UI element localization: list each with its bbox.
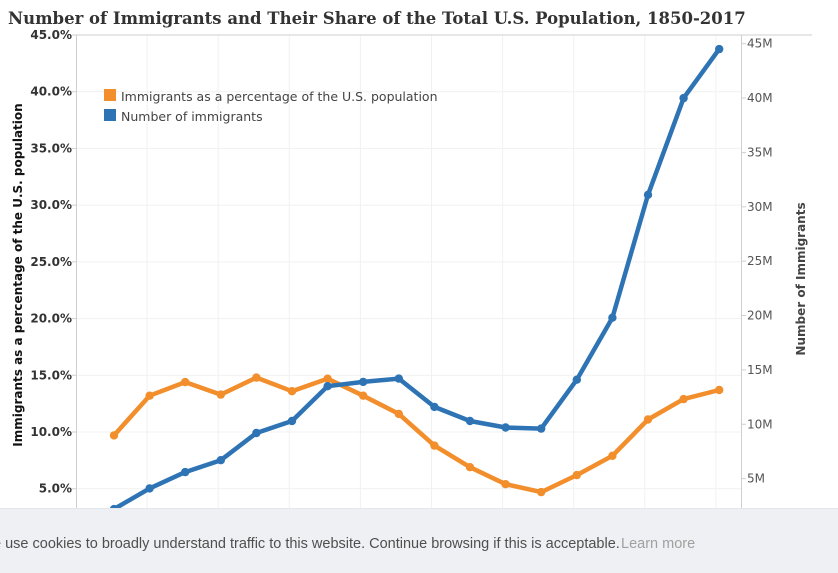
right-tick-label: 45M [747, 37, 773, 51]
learn-more-link[interactable]: Learn more [621, 536, 696, 552]
left-axis-title: Immigrants as a percentage of the U.S. p… [11, 103, 25, 446]
data-point-number[interactable] [572, 375, 581, 384]
legend-label-number[interactable]: Number of immigrants [121, 109, 263, 124]
data-point-number[interactable] [643, 190, 653, 199]
data-point-number[interactable] [252, 428, 261, 438]
legend-swatch-number[interactable] [104, 109, 116, 121]
data-point-number[interactable] [359, 377, 368, 387]
left-tick-label: 30.0% [30, 198, 72, 212]
series-percentage [109, 373, 724, 497]
cookie-banner: e use cookies to broadly understand traf… [0, 508, 838, 573]
cookie-message: e use cookies to broadly understand traf… [0, 536, 620, 552]
left-tick-label: 20.0% [30, 312, 72, 326]
data-point-number[interactable] [537, 424, 546, 433]
left-tick-label: 10.0% [30, 425, 72, 439]
right-axis-ticks: 5M 10M 15M 20M 25M 30M 35M 40M 45M [741, 37, 773, 486]
right-tick-label: 10M [747, 417, 773, 431]
right-axis-title: Number of Immigrants [794, 202, 808, 355]
right-tick-label: 40M [747, 91, 773, 105]
series-number [109, 44, 724, 514]
data-point-percentage[interactable] [359, 391, 368, 400]
right-tick-label: 5M [747, 472, 765, 486]
data-point-number[interactable] [679, 93, 688, 103]
data-point-percentage[interactable] [465, 463, 475, 472]
legend-label-percentage[interactable]: Immigrants as a percentage of the U.S. p… [121, 89, 438, 104]
data-point-percentage[interactable] [181, 377, 190, 387]
data-point-percentage[interactable] [430, 441, 439, 450]
right-tick-label: 25M [747, 254, 773, 268]
left-tick-label: 5.0% [39, 482, 72, 496]
data-point-percentage[interactable] [572, 470, 581, 480]
data-point-number[interactable] [394, 374, 403, 383]
grid-layer [76, 34, 741, 508]
data-point-number[interactable] [465, 416, 475, 426]
series-line-percentage [111, 375, 722, 495]
data-point-number[interactable] [715, 44, 724, 54]
data-point-percentage[interactable] [252, 373, 261, 382]
series-line-number [111, 46, 722, 512]
legend: Immigrants as a percentage of the U.S. p… [104, 89, 438, 124]
right-tick-label: 15M [747, 363, 773, 377]
data-point-number[interactable] [608, 313, 617, 322]
data-point-percentage[interactable] [323, 374, 332, 383]
data-point-percentage[interactable] [679, 394, 688, 404]
data-point-percentage[interactable] [608, 451, 617, 460]
left-tick-label: 25.0% [30, 255, 72, 269]
data-point-percentage[interactable] [643, 415, 653, 424]
data-point-percentage[interactable] [145, 391, 154, 400]
data-point-percentage[interactable] [715, 385, 724, 395]
data-point-number[interactable] [287, 416, 297, 426]
left-tick-label: 35.0% [30, 141, 72, 155]
data-point-number[interactable] [430, 402, 439, 412]
data-point-number[interactable] [145, 484, 154, 493]
right-tick-label: 30M [747, 200, 773, 214]
data-point-percentage[interactable] [216, 390, 225, 399]
data-point-number[interactable] [323, 382, 332, 391]
data-point-number[interactable] [181, 467, 190, 477]
data-point-percentage[interactable] [394, 409, 403, 419]
data-point-number[interactable] [501, 423, 510, 432]
data-point-percentage[interactable] [537, 487, 546, 497]
right-tick-label: 35M [747, 145, 773, 159]
chart-title: Number of Immigrants and Their Share of … [8, 9, 746, 28]
legend-swatch-percentage[interactable] [104, 89, 116, 101]
data-point-percentage[interactable] [287, 387, 297, 396]
data-point-number[interactable] [216, 456, 225, 465]
series-layer [109, 44, 724, 514]
left-tick-label: 45.0% [30, 28, 72, 42]
left-axis-ticks: 5.0% 10.0% 15.0% 20.0% 25.0% 30.0% 35.0% 40.0% 4… [30, 28, 76, 496]
data-point-percentage[interactable] [109, 431, 119, 440]
left-tick-label: 40.0% [30, 85, 72, 99]
data-point-percentage[interactable] [501, 480, 510, 489]
left-tick-label: 15.0% [30, 368, 72, 382]
right-tick-label: 20M [747, 309, 773, 323]
